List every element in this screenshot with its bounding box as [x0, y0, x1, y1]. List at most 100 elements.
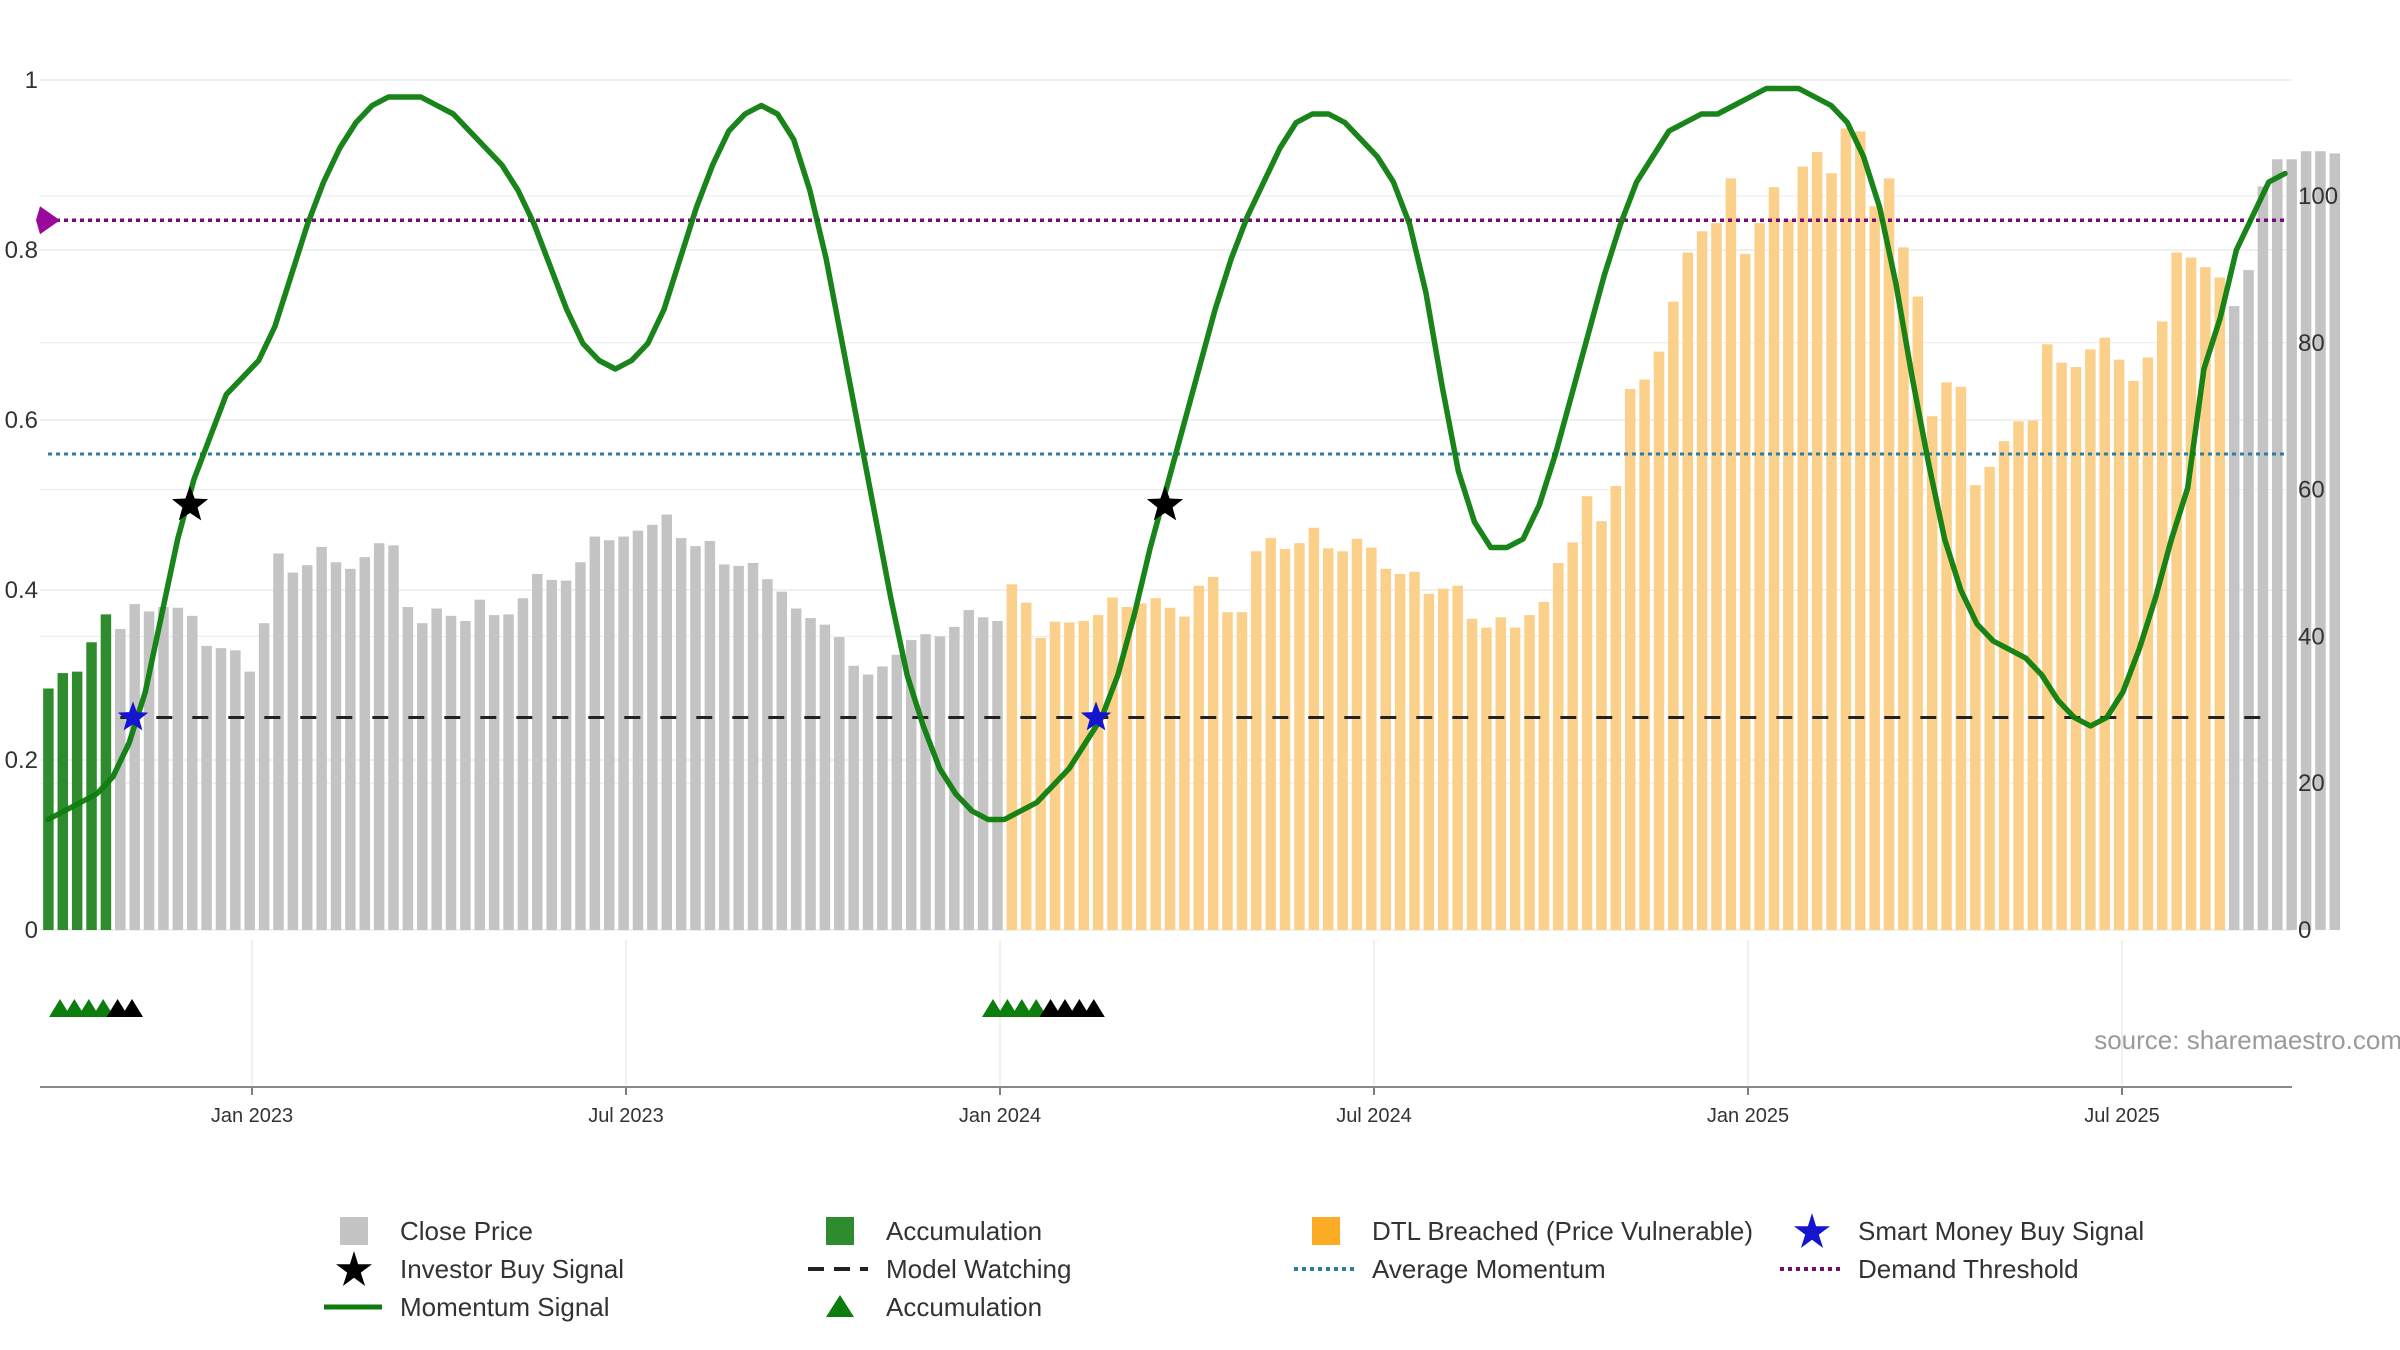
left-tick-label: 0.4 [5, 577, 38, 604]
legend-label: Model Watching [886, 1253, 1072, 1284]
dtl-breached-bar [1222, 612, 1233, 930]
close-price-bar [201, 645, 212, 930]
close-price-bar [992, 620, 1003, 930]
close-price-bar [287, 572, 299, 930]
legend-model-watching: Model Watching [806, 1250, 1071, 1288]
close-price-bar [158, 607, 169, 930]
signal-markers [49, 486, 1184, 1017]
accumulation-bar [100, 614, 112, 930]
dtl-breached-bar [2171, 252, 2182, 931]
dtl-breached-bar [1078, 620, 1090, 930]
watch-marker [1082, 999, 1105, 1017]
close-price-bar [747, 562, 759, 930]
dtl-breached-bar [1481, 627, 1492, 930]
accumulation-marker [77, 999, 100, 1017]
dtl-breached-bar [1294, 543, 1305, 930]
close-price-bar [862, 674, 874, 930]
dtl-breached-bar [1366, 547, 1377, 930]
dtl-breached-bar [1811, 151, 1823, 930]
close-price-bar [891, 654, 903, 930]
dtl-breached-bar [1653, 351, 1665, 930]
close-price-bar [647, 524, 658, 930]
close-price-bar [417, 623, 428, 930]
watch-marker [1039, 999, 1062, 1017]
close-price-bar [301, 565, 313, 930]
dtl-breached-bar [1768, 187, 1780, 930]
close-price-bar [704, 540, 716, 930]
x-tick-label: Jan 2024 [959, 1105, 1041, 1127]
x-tick-label: Jul 2024 [1336, 1105, 1412, 1127]
right-tick-label: 60 [2298, 477, 2325, 504]
close-price-bar [2272, 159, 2283, 931]
dtl-breached-bar [1064, 622, 1075, 930]
dtl-breached-bar [1581, 496, 1593, 930]
triangle-icon [826, 1295, 854, 1317]
close-price-bar [632, 530, 644, 930]
investor-buy-signal [1146, 486, 1184, 521]
close-price-bar [877, 666, 888, 930]
dtl-breached-bar [1423, 593, 1435, 930]
dtl-breached-bar [1596, 521, 1607, 930]
dtl-breached-bar [2013, 421, 2024, 930]
close-price-bar [805, 618, 816, 930]
dtl-breached-bar [1610, 485, 1622, 930]
x-tick-label: Jul 2023 [588, 1105, 664, 1127]
right-tick-label: 80 [2298, 330, 2325, 357]
watermark: source: sharemaestro.com [2094, 1025, 2400, 1055]
dtl-breached-bar [1624, 389, 1636, 930]
close-price-bar [618, 536, 629, 930]
dtl-breached-bar [1826, 173, 1837, 930]
close-price-bar [115, 629, 126, 930]
close-price-bar [603, 540, 615, 930]
dtl-breached-bar [1668, 301, 1679, 930]
close-price-bar [2315, 151, 2326, 931]
close-price-bar [532, 573, 543, 930]
dtl-breached-bar [2157, 321, 2168, 930]
dtl-breached-bar [1912, 296, 1924, 931]
close-price-bar [316, 546, 327, 930]
dtl-breached-bar [1322, 548, 1334, 930]
dtl-breached-bar [1955, 386, 1967, 930]
legend-dtl-breached: DTL Breached (Price Vulnerable) [1292, 1212, 1753, 1250]
legend-close-price: Close Price [320, 1212, 533, 1250]
close-price-bar [575, 562, 586, 930]
dtl-breached-bar [1970, 485, 1981, 930]
close-price-bar [675, 538, 687, 930]
dtl-breached-bar [1409, 571, 1420, 930]
accumulation-bar [86, 642, 97, 930]
momentum-signal-layer [45, 85, 2288, 823]
close-price-bar [905, 640, 917, 930]
dtl-breached-bar [1495, 617, 1507, 930]
close-price-bar [474, 599, 486, 930]
close-price-bar [445, 615, 457, 930]
legend-investor-buy: Investor Buy Signal [320, 1250, 624, 1288]
close-price-bar [848, 665, 859, 930]
dtl-breached-bar [1380, 568, 1391, 930]
close-price-bar [661, 514, 672, 930]
close-price-bar [589, 536, 601, 930]
dtl-breached-bar [1236, 612, 1248, 930]
close-price-bar [388, 545, 399, 930]
smart-money-buy-signal [1080, 701, 1112, 731]
legend-label: Accumulation [886, 1291, 1043, 1322]
dtl-breached-bar [2128, 380, 2139, 930]
close-price-bar [546, 579, 557, 930]
gridlines [40, 79, 2292, 1087]
dtl-breached-bar [1265, 538, 1276, 930]
accumulation-marker [63, 999, 86, 1017]
accumulation-bar [57, 673, 69, 930]
close-price-bar [503, 614, 514, 930]
close-price-bar [402, 607, 414, 930]
dtl-breached-bar [1394, 573, 1406, 930]
dtl-breached-bar [1207, 576, 1219, 930]
dtl-breached-bar [1682, 252, 1693, 931]
accumulation-marker [982, 999, 1004, 1017]
watch-marker [106, 999, 129, 1017]
dtl-breached-bar [1136, 603, 1147, 930]
right-tick-label: 40 [2298, 623, 2325, 650]
x-tick-label: Jul 2025 [2084, 1105, 2160, 1127]
close-price-bar [2286, 159, 2297, 931]
dtl-breached-bar [1754, 223, 1765, 931]
close-price-bar [488, 615, 500, 930]
dtl-breached-bar [1553, 562, 1564, 930]
